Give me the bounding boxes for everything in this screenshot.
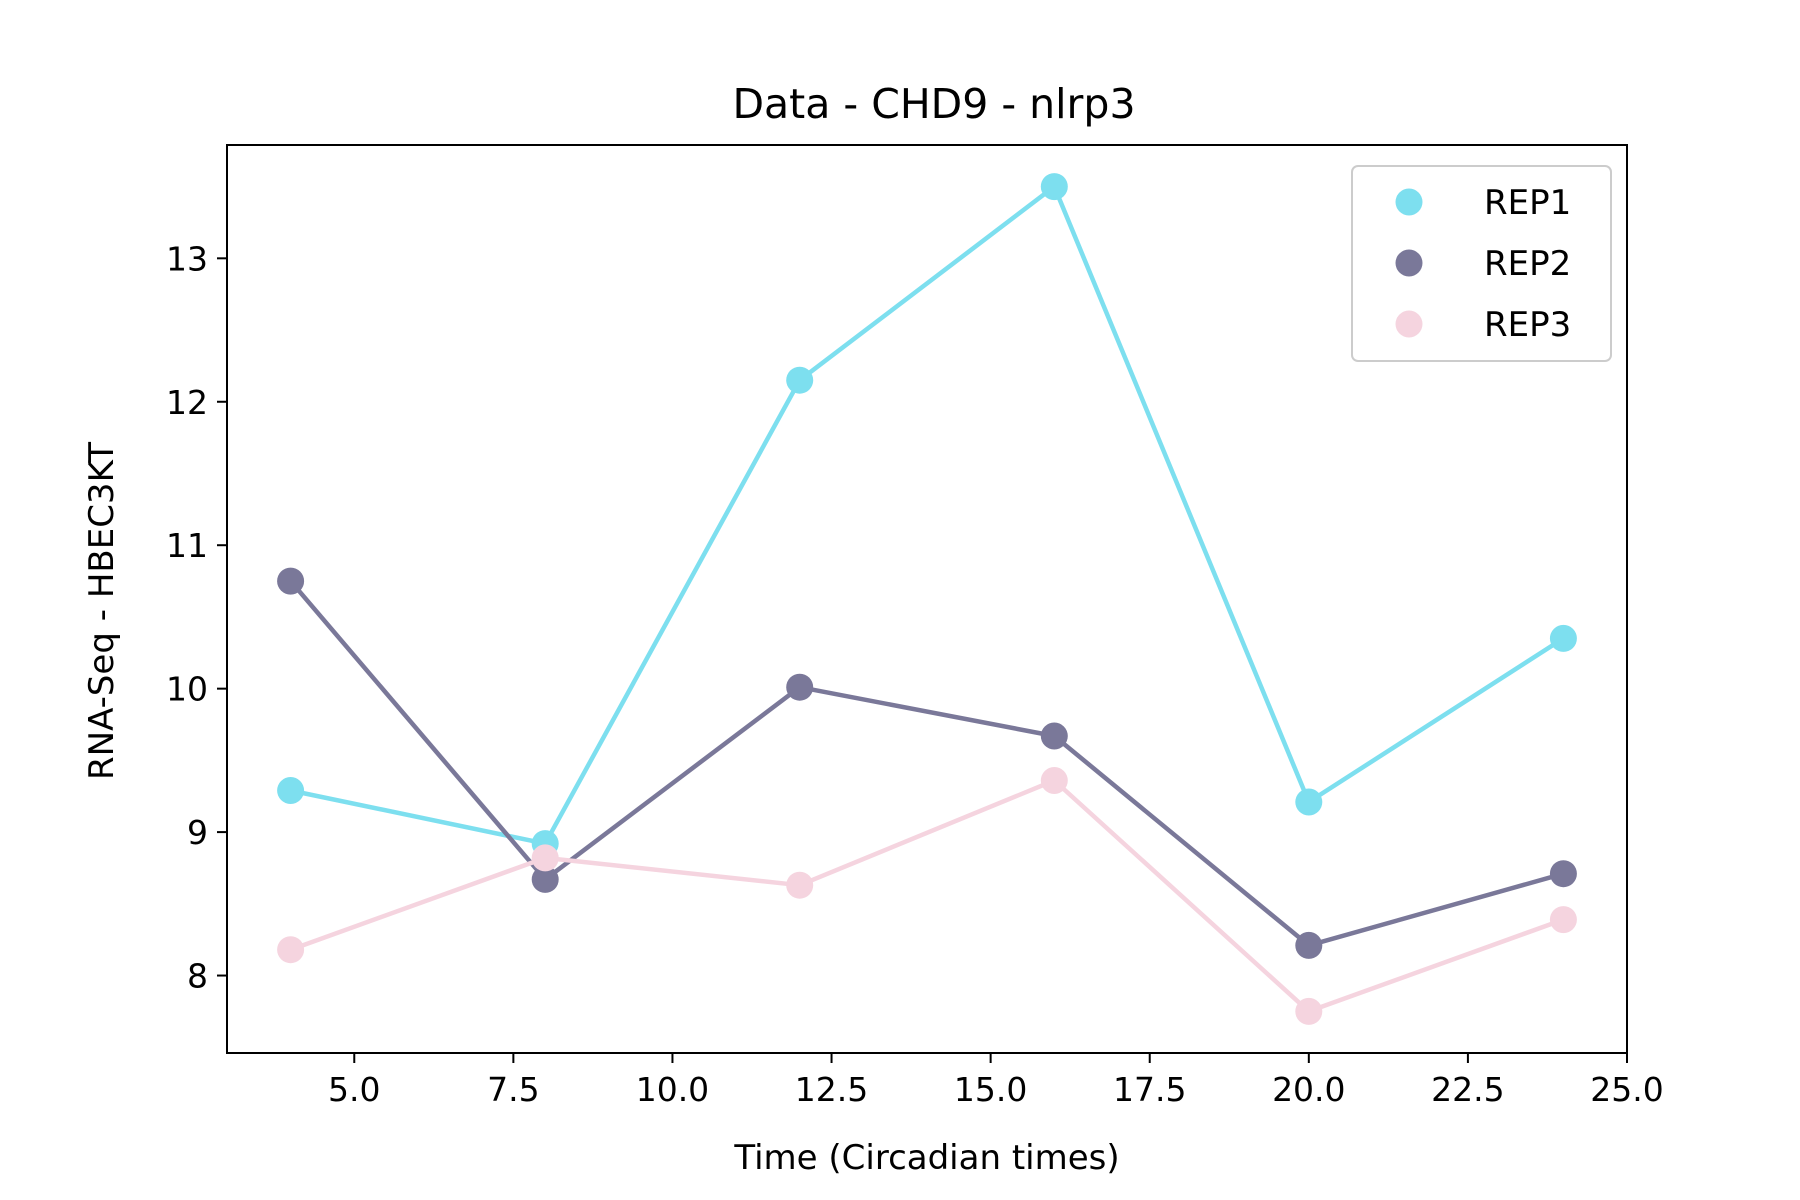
legend: REP1 REP2 REP3: [1351, 165, 1612, 362]
series-line-rep3: [289, 778, 1565, 1014]
y-tick-label: 8: [187, 957, 208, 996]
y-tick-label: 11: [166, 526, 208, 565]
x-tick-label: 22.5: [1431, 1070, 1504, 1109]
legend-marker-rep1: [1395, 188, 1423, 216]
series-line-rep1: [290, 184, 1565, 846]
plot-frame: [226, 144, 1628, 1054]
legend-label-rep2: REP2: [1484, 244, 1571, 284]
x-tick-label: 20.0: [1272, 1070, 1345, 1109]
data-point-rep3-5: [1549, 906, 1577, 934]
data-point-rep1-4: [1295, 788, 1323, 816]
y-axis-label: RNA-Seq - HBEC3KT: [82, 442, 122, 780]
x-tick-label: 5.0: [328, 1070, 380, 1109]
chart-title: Data - CHD9 - nlrp3: [732, 80, 1135, 128]
x-axis-label: Time (Circadian times): [733, 1138, 1119, 1178]
series-line-rep2: [288, 579, 1565, 948]
data-point-rep3-4: [1295, 997, 1323, 1025]
data-point-rep2-1: [531, 865, 559, 893]
x-tick-label: 17.5: [1113, 1070, 1186, 1109]
y-tick-label: 10: [166, 670, 208, 709]
data-point-rep1-2: [786, 366, 814, 394]
data-point-rep2-4: [1295, 931, 1323, 959]
data-point-rep3-3: [1040, 767, 1068, 794]
x-tick-label: 10.0: [636, 1070, 709, 1109]
data-point-rep2-2: [786, 673, 814, 701]
data-point-rep2-5: [1549, 860, 1577, 888]
legend-box: [1351, 165, 1612, 362]
data-point-rep3-1: [531, 844, 559, 872]
x-tick-label: 12.5: [795, 1070, 868, 1109]
legend-label-rep3: REP3: [1484, 305, 1571, 345]
data-point-rep2-0: [277, 567, 305, 595]
legend-marker-rep3: [1395, 310, 1423, 338]
x-tick-label: 7.5: [487, 1070, 539, 1109]
data-point-rep3-2: [786, 871, 814, 899]
y-tick-label: 13: [166, 239, 208, 278]
y-tick-label: 9: [187, 813, 208, 852]
plot-area: 5.0 7.5 10.0 12.5 15.0 17.5 20.0 22.5 25.0 8 9 10 11…: [166, 144, 1664, 1109]
data-point-rep1-5: [1549, 624, 1577, 652]
data-point-rep1-3: [1040, 173, 1068, 201]
data-point-rep3-0: [277, 936, 305, 964]
x-tick-label: 25.0: [1590, 1070, 1663, 1109]
y-tick-label: 12: [166, 383, 208, 422]
x-tick-label: 15.0: [954, 1070, 1027, 1109]
data-point-rep1-0: [277, 777, 305, 804]
legend-label-rep1: REP1: [1484, 183, 1571, 223]
data-point-rep2-3: [1040, 722, 1068, 750]
legend-marker-rep2: [1395, 249, 1423, 277]
